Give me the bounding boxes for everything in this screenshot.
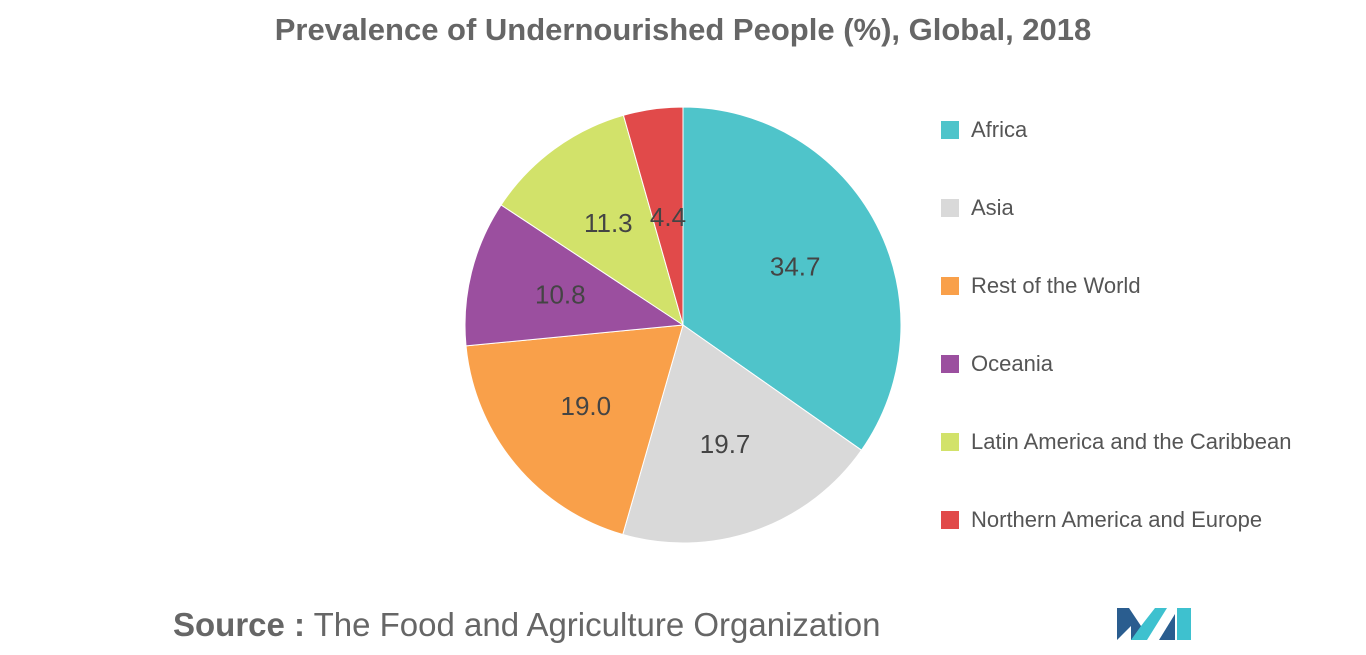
pie-slice-northern-america-europe xyxy=(622,106,684,326)
logo-shape-right xyxy=(1159,614,1175,640)
legend-label: Northern America and Europe xyxy=(971,507,1263,532)
legend-item-asia: Asia xyxy=(941,195,1351,273)
slice-label-asia: 19.7 xyxy=(700,429,751,459)
chart-title: Prevalence of Undernourished People (%),… xyxy=(274,12,1092,47)
legend-item-northern-america-europe: Northern America and Europe xyxy=(941,507,1351,585)
legend-item-africa: Africa xyxy=(941,117,1351,195)
legend-swatch xyxy=(941,121,959,139)
source-note: Source : The Food and Agriculture Organi… xyxy=(173,606,880,644)
logo-shape-left xyxy=(1117,608,1141,640)
legend-swatch xyxy=(941,433,959,451)
slice-label-rest-of-the-world: 19.0 xyxy=(560,391,611,421)
legend-label: Africa xyxy=(971,117,1028,142)
legend-swatch xyxy=(941,355,959,373)
logo-shape-right-2 xyxy=(1177,608,1191,640)
legend-label: Rest of the World xyxy=(971,273,1141,298)
slice-label-northern-america-europe: 4.4 xyxy=(650,202,686,232)
source-text: The Food and Agriculture Organization xyxy=(305,606,881,643)
legend-item-latin-america: Latin America and the Caribbean xyxy=(941,429,1351,507)
pie-slice-africa xyxy=(682,106,902,451)
chart-legend: Africa Asia Rest of the World Oceania La… xyxy=(941,117,1351,585)
legend-label: Latin America and the Caribbean xyxy=(971,429,1292,454)
legend-swatch xyxy=(941,277,959,295)
logo-shape-mid xyxy=(1131,608,1167,640)
legend-label: Oceania xyxy=(971,351,1053,376)
legend-item-oceania: Oceania xyxy=(941,351,1351,429)
pie-slice-latin-america xyxy=(500,114,684,327)
source-label: Source : xyxy=(173,606,306,643)
pie-slice-asia xyxy=(622,324,863,544)
slice-label-latin-america: 11.3 xyxy=(584,208,633,238)
slice-label-oceania: 10.8 xyxy=(535,280,586,310)
legend-label: Asia xyxy=(971,195,1014,220)
pie-slice-rest-of-the-world xyxy=(465,324,684,536)
mordor-intelligence-logo-icon xyxy=(1117,608,1191,640)
legend-swatch xyxy=(941,199,959,217)
slice-label-africa: 34.7 xyxy=(770,252,821,282)
legend-swatch xyxy=(941,511,959,529)
pie-slice-oceania xyxy=(464,204,685,347)
legend-item-rest-of-the-world: Rest of the World xyxy=(941,273,1351,351)
